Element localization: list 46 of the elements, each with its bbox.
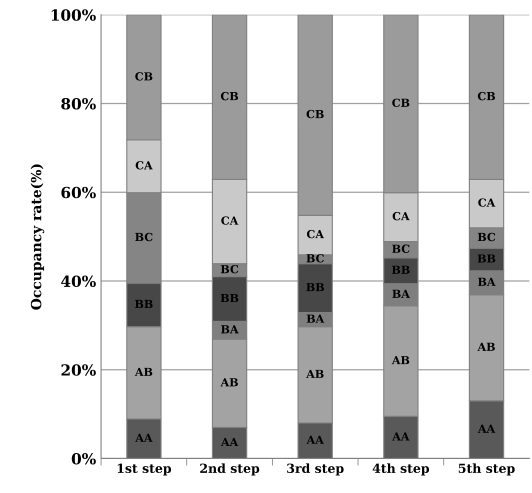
- series-label: CA: [392, 212, 410, 220]
- text: BC: [478, 232, 496, 242]
- series-label: AB: [220, 378, 238, 386]
- text: BB: [220, 294, 238, 302]
- series-label: AA: [392, 432, 410, 440]
- y-tick-label: 40%: [61, 275, 96, 288]
- text: AB: [392, 356, 410, 364]
- text: BB: [135, 300, 153, 308]
- text: BB: [392, 266, 410, 274]
- text: CB: [478, 92, 496, 100]
- text: AA: [478, 424, 496, 433]
- text: CB: [220, 92, 238, 100]
- x-tick-label: 4th step: [372, 463, 430, 476]
- x-tick-label: 3rd step: [287, 463, 344, 476]
- text: BC: [392, 244, 410, 253]
- text: AA: [135, 434, 153, 442]
- text: CA: [221, 216, 238, 225]
- text: BB: [306, 283, 324, 292]
- series-label: BC: [306, 254, 324, 262]
- y-tick-label: 0%: [72, 452, 96, 465]
- y-tick-label: 60%: [61, 186, 96, 198]
- text: CA: [478, 198, 496, 207]
- text: CA: [306, 230, 324, 238]
- text: BC: [220, 264, 238, 274]
- text: BC: [135, 232, 153, 242]
- x-tick-label: 1st step: [118, 464, 172, 476]
- text: BA: [478, 278, 496, 286]
- text: CB: [135, 72, 152, 81]
- text: CA: [136, 161, 153, 170]
- x-tick-label: 2nd step: [200, 463, 260, 476]
- text: AB: [306, 370, 324, 378]
- text: BA: [221, 325, 239, 334]
- text: CB: [306, 110, 324, 118]
- text: BA: [392, 290, 410, 298]
- text: AA: [220, 438, 238, 446]
- x-tick-label: 5th step: [458, 463, 515, 476]
- y-axis-title: Occupancy rate(%): [30, 164, 44, 310]
- series-label: BB: [478, 254, 496, 263]
- y-tick-label: 80%: [61, 98, 96, 110]
- y-tick-label: 20%: [61, 364, 96, 376]
- series-label: CB: [392, 98, 410, 107]
- y-tick-label: 100%: [52, 9, 96, 21]
- text: AA: [306, 436, 324, 444]
- text: AB: [134, 368, 152, 376]
- text: AB: [477, 342, 495, 351]
- series-label: BA: [306, 314, 324, 323]
